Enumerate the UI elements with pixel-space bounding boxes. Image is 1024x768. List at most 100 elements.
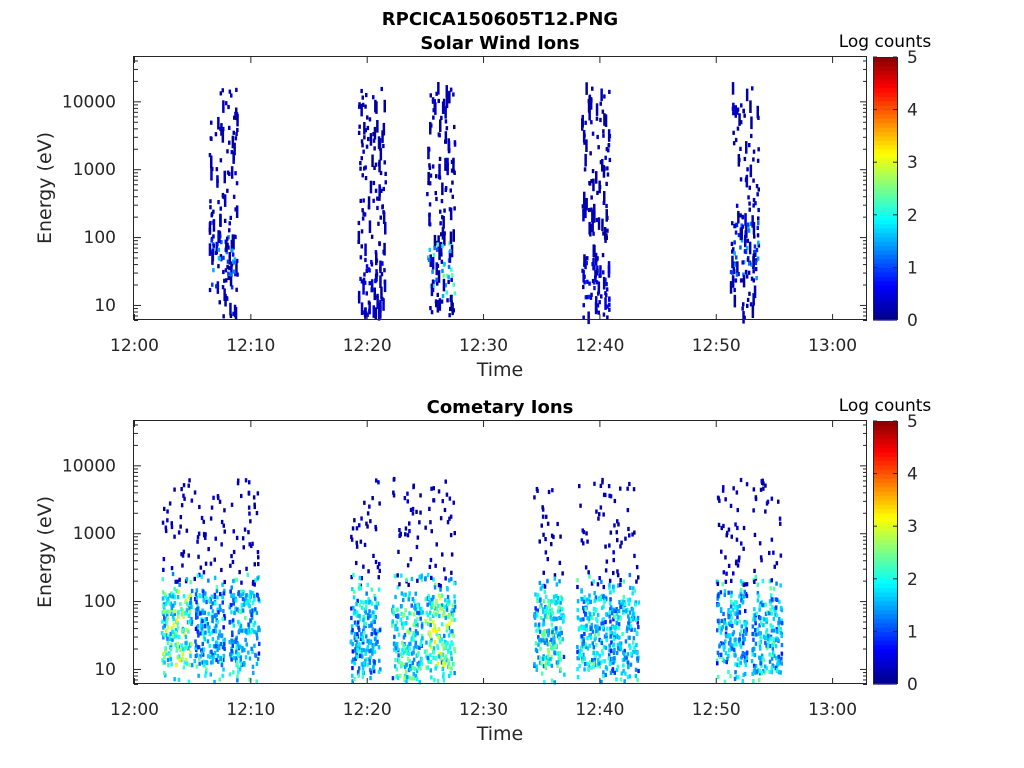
heatmap-cell: [214, 250, 218, 255]
heatmap-cell: [608, 643, 611, 648]
heatmap-cell: [734, 261, 738, 266]
heatmap-cell: [365, 144, 369, 149]
heatmap-cell: [375, 601, 378, 606]
heatmap-cell: [613, 656, 616, 661]
heatmap-cell: [440, 603, 444, 608]
heatmap-cell: [539, 646, 542, 651]
heatmap-cell: [425, 610, 428, 615]
heatmap-cell: [451, 194, 454, 199]
heatmap-cell: [215, 241, 218, 255]
heatmap-cell: [733, 294, 737, 308]
heatmap-cell: [173, 487, 176, 492]
heatmap-cell: [736, 615, 739, 620]
heatmap-cell: [255, 610, 259, 616]
heatmap-cell: [597, 657, 600, 663]
heatmap-cell: [172, 622, 176, 627]
heatmap-cell: [215, 167, 219, 172]
heatmap-cell: [750, 133, 753, 139]
heatmap-cell: [198, 504, 201, 510]
heatmap-cell: [220, 634, 223, 639]
heatmap-cell: [396, 573, 399, 578]
heatmap-cell: [255, 511, 259, 516]
heatmap-cell: [248, 511, 251, 516]
heatmap-cell: [778, 599, 781, 604]
heatmap-cell: [228, 221, 231, 226]
heatmap-cell: [739, 632, 742, 637]
heatmap-cell: [363, 212, 367, 217]
y-tick-label: 10: [94, 660, 116, 680]
heatmap-cell: [759, 555, 763, 560]
heatmap-cell: [245, 600, 248, 605]
heatmap-cell: [775, 561, 779, 566]
heatmap-cell: [579, 503, 582, 508]
panel-title: Cometary Ions: [427, 397, 574, 418]
heatmap-cell: [356, 647, 359, 652]
heatmap-cell: [428, 247, 431, 252]
heatmap-cell: [450, 656, 453, 661]
heatmap-cell: [732, 630, 736, 635]
heatmap-cell: [723, 620, 726, 625]
heatmap-cell: [223, 288, 226, 301]
heatmap-cell: [196, 535, 200, 540]
heatmap-cell: [230, 610, 233, 615]
heatmap-cell: [360, 156, 363, 161]
heatmap-cell: [407, 594, 411, 599]
heatmap-cell: [615, 607, 618, 612]
heatmap-cell: [449, 294, 453, 300]
heatmap-cell: [221, 616, 224, 621]
heatmap-cell: [742, 272, 745, 277]
heatmap-cell: [730, 578, 733, 583]
heatmap-cell: [756, 233, 760, 238]
heatmap-cell: [204, 669, 208, 674]
heatmap-cell: [780, 651, 784, 656]
heatmap-cell: [175, 663, 178, 668]
heatmap-cell: [589, 151, 592, 156]
colorbar-segment: [873, 477, 897, 483]
heatmap-cell: [616, 538, 619, 543]
heatmap-cell: [539, 597, 542, 602]
heatmap-cell: [584, 205, 587, 219]
heatmap-cell: [602, 133, 605, 138]
heatmap-cell: [234, 606, 237, 611]
heatmap-cell: [731, 607, 735, 612]
heatmap-cell: [729, 633, 732, 638]
heatmap-cell: [449, 644, 452, 649]
heatmap-cell: [562, 614, 566, 619]
heatmap-cell: [437, 626, 441, 632]
heatmap-cell: [604, 297, 607, 310]
heatmap-cell: [417, 660, 421, 665]
heatmap-cell: [552, 617, 555, 622]
heatmap-cell: [213, 557, 216, 562]
heatmap-cell: [613, 658, 617, 664]
heatmap-cell: [257, 555, 260, 560]
colorbar-segment: [873, 92, 897, 98]
heatmap-cell: [432, 613, 435, 618]
heatmap-cell: [435, 598, 438, 603]
heatmap-cell: [583, 133, 586, 138]
heatmap-cell: [615, 612, 619, 617]
heatmap-cell: [403, 676, 406, 681]
heatmap-cell: [435, 606, 439, 612]
heatmap-cell: [378, 196, 381, 201]
x-tick-label: 13:00: [808, 336, 857, 356]
heatmap-cell: [375, 478, 378, 483]
heatmap-cell: [187, 594, 190, 599]
heatmap-cell: [199, 654, 202, 659]
heatmap-cell: [613, 498, 617, 504]
heatmap-cell: [595, 296, 598, 309]
heatmap-cell: [407, 675, 411, 680]
heatmap-cell: [232, 259, 235, 264]
heatmap-cell: [187, 629, 190, 634]
heatmap-cell: [761, 603, 765, 608]
heatmap-cell: [453, 531, 456, 536]
heatmap-cell: [411, 506, 415, 512]
heatmap-cell: [738, 619, 741, 624]
heatmap-cell: [557, 606, 560, 611]
heatmap-cell: [560, 612, 563, 618]
heatmap-cell: [758, 631, 761, 636]
heatmap-cell: [228, 672, 232, 677]
heatmap-cell: [373, 615, 377, 620]
heatmap-cell: [252, 495, 256, 500]
heatmap-cell: [756, 582, 759, 587]
heatmap-cell: [743, 249, 747, 254]
